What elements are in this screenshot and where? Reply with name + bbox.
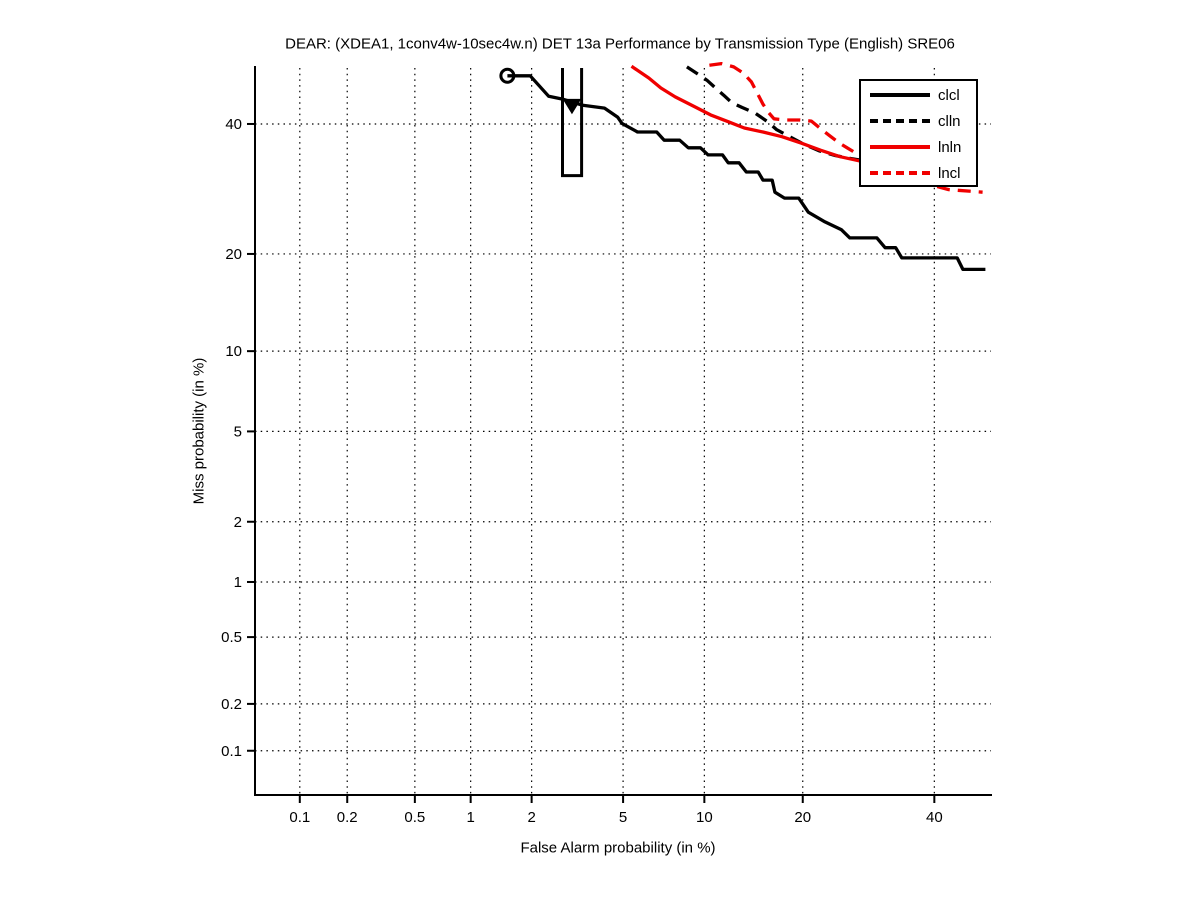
operating-point-circle-marker xyxy=(499,67,516,84)
legend-line-sample-solid-icon xyxy=(870,93,930,97)
y-tick-label: 0.5 xyxy=(221,629,242,646)
dcf-confidence-box xyxy=(561,68,584,178)
legend-item-clcl: clcl xyxy=(861,82,976,108)
y-tick-label: 1 xyxy=(234,574,242,591)
x-tick-label: 2 xyxy=(527,809,535,826)
chart-title: DEAR: (XDEA1, 1conv4w-10sec4w.n) DET 13a… xyxy=(285,35,955,53)
y-tick-label: 40 xyxy=(225,116,242,133)
x-tick-label: 20 xyxy=(794,809,811,826)
legend-line-sample-solid-icon xyxy=(870,145,930,149)
det-curve-clln xyxy=(685,65,874,164)
x-tick-label: 0.1 xyxy=(289,809,310,826)
y-tick-label: 0.1 xyxy=(221,743,242,760)
legend-label-lncl: lncl xyxy=(938,164,961,182)
dcf-point-triangle-marker xyxy=(562,98,582,115)
x-tick-label: 5 xyxy=(619,809,627,826)
y-tick-label: 0.2 xyxy=(221,696,242,713)
legend-item-lncl: lncl xyxy=(861,160,976,186)
y-tick-label: 5 xyxy=(234,423,242,440)
y-tick-label: 10 xyxy=(225,343,242,360)
legend-label-clcl: clcl xyxy=(938,86,960,104)
det-curve-lnln xyxy=(630,64,875,166)
legend-label-clln: clln xyxy=(938,112,961,130)
x-tick-label: 40 xyxy=(926,809,943,826)
legend-line-sample-dashed-icon xyxy=(870,119,930,123)
legend-label-lnln: lnln xyxy=(938,138,962,156)
x-tick-label: 10 xyxy=(696,809,713,826)
y-tick-label: 2 xyxy=(234,514,242,531)
legend-item-clln: clln xyxy=(861,108,976,134)
legend-box: clcl clln lnln lncl xyxy=(859,79,978,187)
det-curve-clcl xyxy=(507,74,986,272)
x-tick-label: 0.2 xyxy=(337,809,358,826)
x-axis-label: False Alarm probability (in %) xyxy=(520,839,716,857)
x-tick-label: 1 xyxy=(466,809,474,826)
legend-item-lnln: lnln xyxy=(861,134,976,160)
legend-line-sample-dashed-icon xyxy=(870,171,930,175)
y-tick-label: 20 xyxy=(225,246,242,263)
x-tick-label: 0.5 xyxy=(404,809,425,826)
